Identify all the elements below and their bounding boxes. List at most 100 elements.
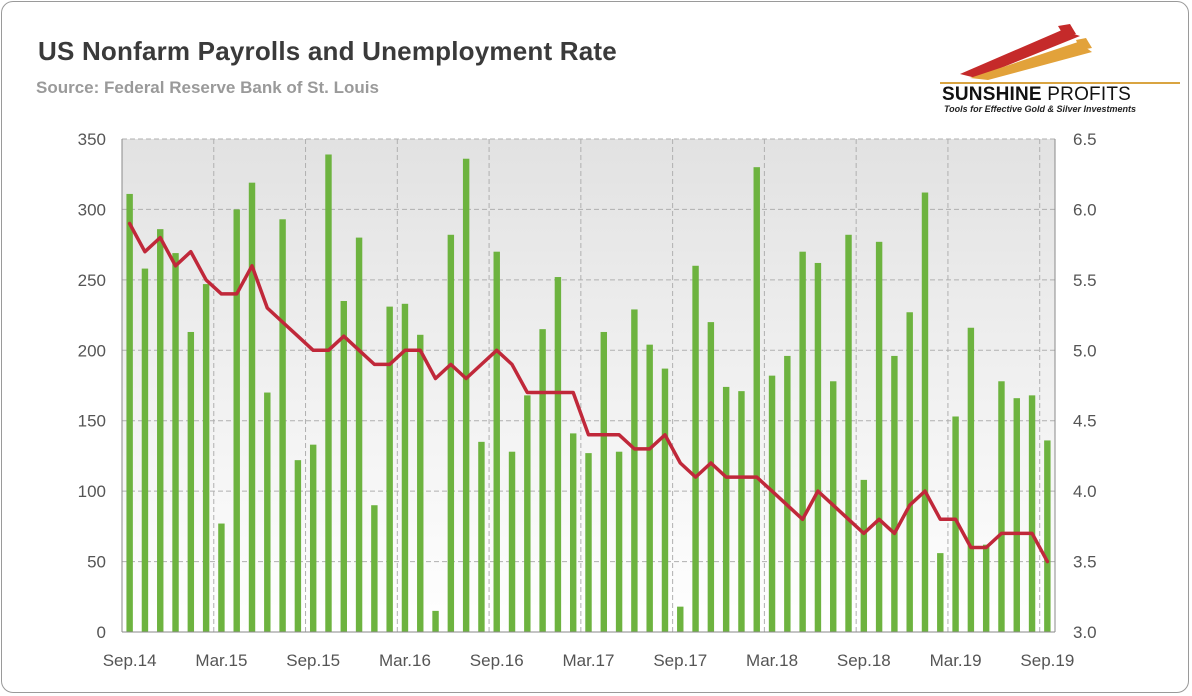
- payroll-bar: [447, 234, 455, 633]
- payroll-bar: [340, 300, 347, 632]
- right-tick-label: 3.0: [1073, 623, 1097, 642]
- payroll-bar: [738, 391, 745, 632]
- left-tick-label: 250: [78, 271, 106, 290]
- payroll-bar: [462, 158, 470, 632]
- x-tick-label: Mar.15: [195, 651, 247, 670]
- payroll-bar: [631, 309, 638, 632]
- x-axis-ticks: Sep.14 Mar.15 Sep.15 Mar.16 Sep.16 Mar.17 Sep.…: [103, 651, 1075, 670]
- payroll-bar: [569, 433, 577, 632]
- payroll-bar: [371, 505, 378, 632]
- chart-source: Source: Federal Reserve Bank of St. Loui…: [36, 78, 379, 97]
- x-tick-label: Sep.14: [103, 651, 157, 670]
- payroll-bar: [309, 444, 317, 632]
- x-tick-label: Sep.16: [470, 651, 524, 670]
- payroll-bar: [401, 303, 409, 632]
- gridlines: [122, 138, 1055, 632]
- x-tick-label: Mar.16: [379, 651, 431, 670]
- payroll-bar: [202, 284, 210, 632]
- payroll-bar: [187, 331, 195, 632]
- axes: [121, 139, 1056, 633]
- payroll-bar: [707, 322, 715, 632]
- payroll-bar: [1028, 395, 1036, 632]
- payroll-bar: [906, 312, 913, 632]
- payroll-bar: [417, 334, 424, 632]
- right-tick-label: 6.5: [1073, 130, 1097, 149]
- x-tick-label: Sep.19: [1020, 651, 1074, 670]
- payroll-bar: [539, 329, 546, 632]
- left-tick-label: 0: [97, 623, 106, 642]
- payroll-bar: [692, 265, 699, 632]
- unemployment-rate-line: [127, 221, 1050, 564]
- payroll-bar: [784, 355, 791, 632]
- logo-name-bold: SUNSHINE: [942, 84, 1042, 105]
- chart-title: US Nonfarm Payrolls and Unemployment Rat…: [38, 36, 617, 66]
- payroll-bar: [172, 253, 179, 632]
- payroll-bar: [937, 553, 944, 632]
- payroll-bar: [615, 451, 623, 632]
- left-tick-label: 100: [78, 482, 106, 501]
- payroll-bar: [998, 381, 1005, 632]
- x-tick-label: Mar.17: [563, 651, 615, 670]
- left-tick-label: 350: [78, 130, 106, 149]
- sunshine-profits-logo-icon: [940, 24, 1180, 84]
- logo-wordmark: SUNSHINE PROFITS: [942, 84, 1131, 106]
- payroll-bars: [126, 154, 1051, 633]
- payroll-bar: [845, 234, 852, 633]
- payroll-bar: [141, 268, 149, 632]
- right-tick-label: 5.5: [1073, 271, 1097, 290]
- payroll-bar: [355, 237, 363, 632]
- right-axis-ticks: 3.0 3.5 4.0 4.5 5.0 5.5 6.0 6.5: [1073, 130, 1097, 642]
- payroll-bar: [982, 544, 990, 632]
- payroll-bar: [554, 277, 562, 632]
- payroll-bar: [952, 416, 959, 632]
- payroll-bar: [1013, 398, 1020, 632]
- right-tick-label: 4.0: [1073, 482, 1097, 501]
- logo-tagline: Tools for Effective Gold & Silver Invest…: [944, 104, 1137, 114]
- payroll-bar: [768, 375, 776, 632]
- left-tick-label: 300: [78, 200, 106, 219]
- payroll-bar: [814, 262, 822, 632]
- payroll-bar: [722, 386, 730, 632]
- payroll-bar: [891, 355, 898, 632]
- payroll-bar: [325, 154, 332, 632]
- payroll-bar: [646, 344, 653, 632]
- payroll-bar: [967, 327, 975, 632]
- x-tick-label: Mar.19: [930, 651, 982, 670]
- payroll-bar: [585, 453, 592, 632]
- payroll-bar: [875, 241, 883, 632]
- x-tick-label: Mar.18: [746, 651, 798, 670]
- payroll-bar: [493, 251, 500, 632]
- payroll-bar: [157, 229, 164, 633]
- logo-name-light: PROFITS: [1047, 84, 1132, 105]
- payroll-bar: [600, 331, 608, 632]
- payroll-bar: [677, 606, 684, 632]
- payroll-bar: [753, 167, 760, 632]
- payroll-bar: [508, 451, 516, 632]
- payroll-bar: [294, 460, 302, 632]
- payroll-bar: [1044, 440, 1051, 632]
- payroll-bar: [279, 219, 286, 632]
- payroll-bar: [126, 193, 133, 633]
- x-tick-label: Sep.15: [286, 651, 340, 670]
- payroll-bar: [799, 251, 806, 632]
- payroll-bar: [218, 523, 225, 632]
- right-tick-label: 5.0: [1073, 341, 1097, 360]
- left-tick-label: 200: [78, 341, 106, 360]
- x-tick-label: Sep.17: [653, 651, 707, 670]
- right-tick-label: 6.0: [1073, 200, 1097, 219]
- payroll-bar: [264, 392, 271, 632]
- unemployment-line: [127, 221, 1050, 564]
- payroll-bar: [860, 479, 868, 632]
- x-tick-label: Sep.18: [837, 651, 891, 670]
- right-tick-label: 3.5: [1073, 553, 1097, 572]
- payroll-bar: [386, 306, 393, 632]
- left-axis-ticks: 0 50 100 150 200 250 300 350: [78, 130, 106, 642]
- payroll-bar: [524, 395, 531, 632]
- payroll-bar: [432, 610, 439, 632]
- payroll-bar: [248, 182, 256, 632]
- left-tick-label: 150: [78, 412, 106, 431]
- payroll-bar: [661, 368, 669, 632]
- payroll-bar: [921, 192, 929, 633]
- right-tick-label: 4.5: [1073, 412, 1097, 431]
